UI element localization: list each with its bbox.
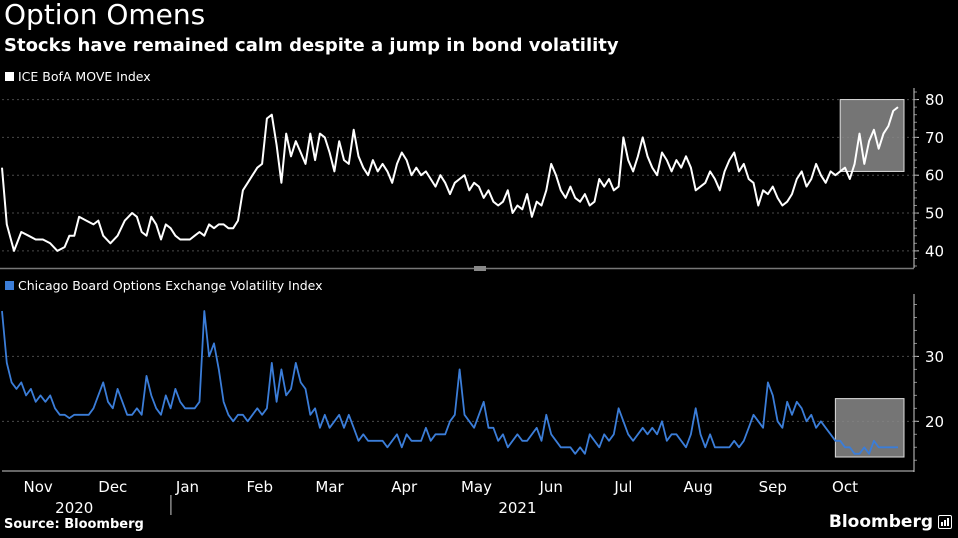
y-tick-label: 70 bbox=[925, 129, 944, 147]
x-month-label: Apr bbox=[391, 478, 418, 496]
x-month-label: Mar bbox=[315, 478, 344, 496]
highlight-box bbox=[834, 398, 905, 458]
legend-swatch-vix bbox=[5, 281, 14, 290]
y-tick-label: 80 bbox=[925, 91, 944, 109]
legend-move: ICE BofA MOVE Index bbox=[5, 69, 151, 84]
y-tick-label: 20 bbox=[925, 413, 944, 431]
x-month-label: May bbox=[461, 478, 492, 496]
y-tick-label: 50 bbox=[925, 205, 944, 223]
legend-label-vix: Chicago Board Options Exchange Volatilit… bbox=[18, 278, 323, 293]
chart-title: Option Omens bbox=[4, 0, 206, 31]
legend-vix: Chicago Board Options Exchange Volatilit… bbox=[5, 278, 323, 293]
chart-subtitle: Stocks have remained calm despite a jump… bbox=[4, 35, 619, 56]
panel-resize-handle bbox=[474, 266, 486, 271]
x-year-label: 2020 bbox=[55, 499, 93, 517]
terminal-icon bbox=[938, 515, 952, 529]
source-note: Source: Bloomberg bbox=[4, 517, 144, 532]
move-series-line bbox=[1, 106, 899, 252]
legend-label-move: ICE BofA MOVE Index bbox=[18, 69, 151, 84]
y-tick-label: 40 bbox=[925, 242, 944, 260]
x-month-label: Dec bbox=[98, 478, 127, 496]
x-year-label: 2021 bbox=[498, 499, 536, 517]
x-month-label: Sep bbox=[759, 478, 787, 496]
x-month-label: Feb bbox=[246, 478, 273, 496]
x-month-label: Oct bbox=[832, 478, 858, 496]
y-tick-label: 60 bbox=[925, 167, 944, 185]
x-month-label: Jan bbox=[175, 478, 199, 496]
y-tick-label: 30 bbox=[925, 348, 944, 366]
brand-label: Bloomberg bbox=[828, 512, 933, 532]
bloomberg-logo: Bloomberg bbox=[829, 512, 952, 532]
x-month-label: Aug bbox=[683, 478, 712, 496]
x-month-label: Jul bbox=[613, 478, 632, 496]
x-month-label: Nov bbox=[23, 478, 52, 496]
vix-series-line bbox=[1, 310, 898, 455]
legend-swatch-move bbox=[5, 72, 14, 81]
x-month-label: Jun bbox=[538, 478, 562, 496]
